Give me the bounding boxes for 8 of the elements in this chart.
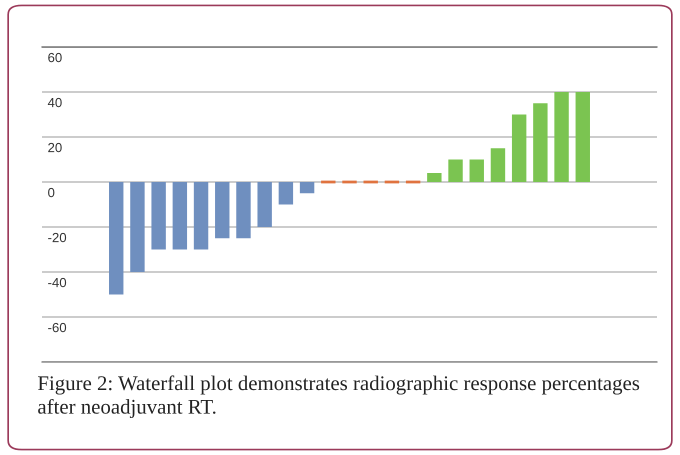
y-tick-label: -40 [48, 278, 66, 288]
y-tick-label: 40 [48, 98, 62, 108]
y-tick-label: -20 [48, 232, 66, 242]
y-tick-label: 0 [48, 188, 54, 198]
caption: Figure 2: Waterfall plot demonstrates radiographic response percentages after neoadjuvant RT. [38, 375, 640, 418]
y-tick-label: 20 [48, 142, 62, 152]
y-tick-label: 60 [48, 52, 62, 62]
y-tick-label: -60 [48, 322, 66, 332]
